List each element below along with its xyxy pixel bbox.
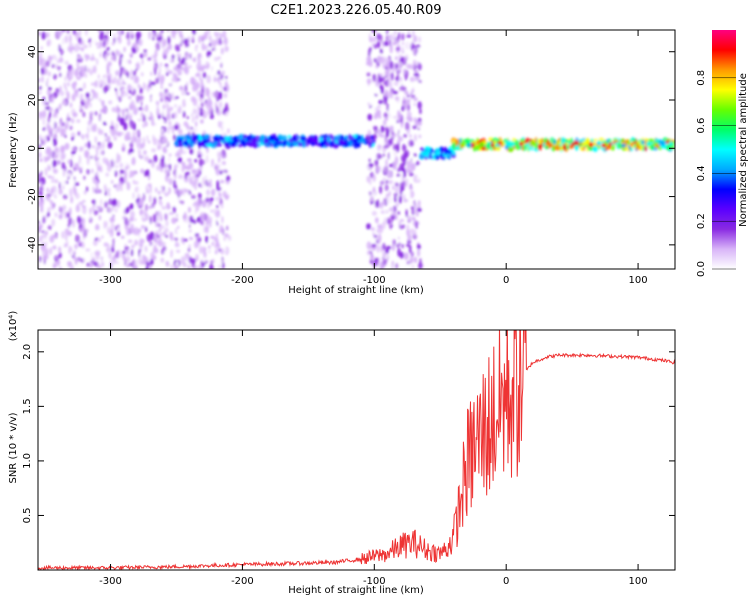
colorbar-tick-label-2: 0.4 — [696, 165, 707, 181]
snr-panel: -300 -200 -100 0 100 0.5 1.0 1.5 2.0 (x10⁴) Heig… — [8, 311, 676, 596]
spectrogram-y-tick-label-0: -40 — [27, 237, 38, 253]
snr-y-tick-label-3: 2.0 — [22, 344, 33, 360]
spectrogram-x-axis-label: Height of straight line (km) — [288, 285, 424, 296]
spectrogram-x-tick-label-2: -100 — [363, 275, 386, 286]
heatmap-feature-2 — [365, 30, 423, 269]
spectrogram-x-tick-label-3: 0 — [503, 275, 509, 286]
spectrogram-y-axis-label: Frequency (Hz) — [8, 112, 19, 188]
heatmap-feature-1 — [174, 133, 376, 149]
snr-x-tick-label-3: 0 — [503, 576, 509, 587]
spectrogram-y-tick-label-3: 20 — [27, 94, 38, 107]
colorbar-tick-label-0: 0.0 — [696, 261, 707, 277]
colorbar-tick-label-4: 0.8 — [696, 70, 707, 86]
colorbar: 0.0 0.2 0.4 0.6 0.8 Normalized spectral ampl… — [696, 30, 749, 277]
snr-x-tick-label-1: -200 — [231, 576, 254, 587]
snr-x-axis-label: Height of straight line (km) — [288, 585, 424, 596]
spectrogram-x-tick-label-1: -200 — [231, 275, 254, 286]
snr-x-tick-label-2: -100 — [363, 576, 386, 587]
snr-y-axis-label: SNR (10 * v/v) — [8, 412, 19, 483]
snr-series-line-0 — [38, 330, 675, 570]
snr-frame — [37, 329, 676, 571]
snr-x-tick-label-0: -300 — [99, 576, 122, 587]
spectrogram-y-tick-label-4: 40 — [27, 45, 38, 58]
snr-y-tick-label-1: 1.0 — [22, 453, 33, 469]
spectrogram-y-tick-label-2: 0 — [27, 145, 38, 151]
colorbar-label: Normalized spectral amplitude — [738, 73, 749, 227]
snr-multiplier-label: (x10⁴) — [8, 311, 19, 342]
colorbar-ramp — [712, 30, 736, 269]
snr-y-tick-label-0: 0.5 — [22, 508, 33, 524]
heatmap-feature-3 — [419, 146, 456, 161]
snr-x-tick-label-4: 100 — [629, 576, 648, 587]
spectrogram-frame — [37, 29, 676, 270]
spectrogram-x-tick-label-4: 100 — [629, 275, 648, 286]
snr-y-tick-label-2: 1.5 — [22, 398, 33, 414]
figure-title: C2E1.2023.226.05.40.R09 — [270, 3, 441, 18]
spectrogram-y-tick-label-1: -20 — [27, 188, 38, 204]
heatmap-feature-4 — [451, 137, 675, 153]
colorbar-tick-label-1: 0.2 — [696, 213, 707, 229]
snr-plot-area — [38, 330, 675, 570]
spectrogram-x-tick-label-0: -300 — [99, 275, 122, 286]
colorbar-tick-label-3: 0.6 — [696, 118, 707, 134]
